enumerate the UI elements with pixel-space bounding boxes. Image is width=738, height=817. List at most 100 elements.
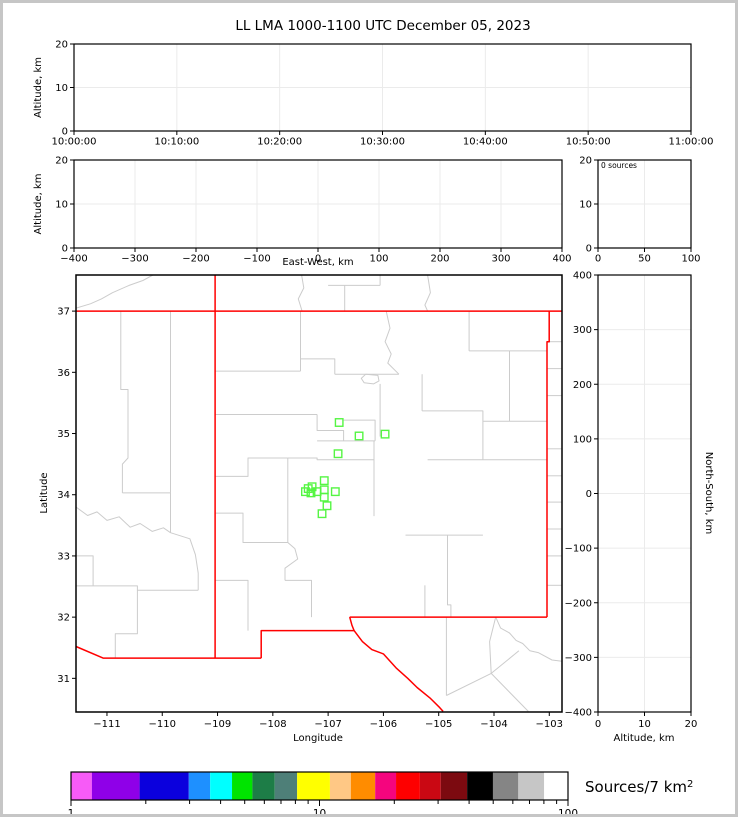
ns-height-ylabel: North-South, km xyxy=(703,452,714,535)
x-tick-label: 0 xyxy=(315,254,321,265)
colorbar-segment xyxy=(91,772,140,800)
y-tick-label: 36 xyxy=(57,368,70,379)
x-tick-label: 10 xyxy=(638,719,651,730)
county-border-line xyxy=(384,310,400,375)
lma-source-marker xyxy=(317,509,327,519)
county-border-line xyxy=(495,616,562,662)
colorbar-segment xyxy=(375,772,397,800)
lma-source-marker xyxy=(303,484,313,494)
colorbar-segment xyxy=(252,772,275,800)
y-tick-label: 0 xyxy=(586,489,592,500)
y-tick-label: 20 xyxy=(55,156,68,167)
y-tick-label: 0 xyxy=(62,127,68,138)
y-tick-label: 400 xyxy=(573,271,592,282)
colorbar-tick-label: 100 xyxy=(558,808,578,817)
y-tick-label: 33 xyxy=(57,551,70,562)
lma-source-marker xyxy=(330,487,340,497)
gridlines-layer xyxy=(74,44,691,712)
map-panel-box xyxy=(75,274,563,713)
x-tick-label: −200 xyxy=(182,254,209,265)
ew-height-panel-box xyxy=(73,159,563,249)
lma-source-marker xyxy=(319,485,329,495)
time-height-panel-box xyxy=(73,43,692,132)
x-tick-label: 10:40:00 xyxy=(463,137,508,148)
state-border-line xyxy=(348,616,355,631)
county-border-line xyxy=(343,419,376,441)
county-border-line xyxy=(215,579,249,631)
county-border-line xyxy=(447,535,452,618)
lma-source-marker xyxy=(333,449,343,459)
x-tick-label: 400 xyxy=(552,254,571,265)
map-layer xyxy=(76,275,562,712)
county-border-line xyxy=(489,616,497,674)
y-tick-label: 100 xyxy=(573,434,592,445)
county-border-line xyxy=(215,512,288,543)
county-border-line xyxy=(287,457,374,461)
colorbar-segment xyxy=(232,772,253,800)
x-tick-label: −108 xyxy=(259,719,286,730)
colorbar-segment xyxy=(544,772,568,800)
county-border-line xyxy=(76,585,199,591)
county-border-line xyxy=(490,650,520,674)
state-border-line xyxy=(546,311,550,618)
map-ylabel: Latitude xyxy=(39,472,50,513)
alt-hist-panel-box xyxy=(597,159,692,249)
y-tick-label: 200 xyxy=(573,380,592,391)
x-tick-label: −300 xyxy=(121,254,148,265)
county-border-line xyxy=(114,590,138,659)
map-xlabel: Longitude xyxy=(293,733,343,744)
y-tick-label: 0 xyxy=(62,244,68,255)
county-border-line xyxy=(360,373,380,385)
county-border-line xyxy=(424,275,431,312)
source-count-annotation: 0 sources xyxy=(601,161,637,170)
lma-source-marker xyxy=(322,501,332,511)
county-border-line xyxy=(170,532,199,591)
x-tick-label: 10:10:00 xyxy=(154,137,199,148)
colorbar-label-superscript: 2 xyxy=(687,779,693,790)
x-tick-label: −111 xyxy=(93,719,120,730)
state-border-line xyxy=(76,645,262,659)
y-tick-label: 34 xyxy=(57,490,70,501)
x-tick-label: −104 xyxy=(480,719,507,730)
colorbar-segment xyxy=(419,772,441,800)
x-tick-label: −106 xyxy=(370,719,397,730)
ns-height-xlabel: Altitude, km xyxy=(614,733,675,744)
x-tick-label: 10:50:00 xyxy=(566,137,611,148)
colorbar-segment xyxy=(492,772,519,800)
x-tick-label: 10:20:00 xyxy=(257,137,302,148)
x-tick-label: 100 xyxy=(369,254,388,265)
ew-height-xlabel: East-West, km xyxy=(282,257,353,268)
colorbar-segment xyxy=(329,772,351,800)
x-tick-label: −109 xyxy=(204,719,231,730)
county-border-line xyxy=(76,506,171,534)
county-border-line xyxy=(297,275,305,312)
colorbar-segment xyxy=(71,772,92,800)
y-tick-label: 10 xyxy=(579,200,592,211)
y-tick-label: −300 xyxy=(565,653,592,664)
y-tick-label: 32 xyxy=(57,613,70,624)
county-border-line xyxy=(446,672,492,696)
x-tick-label: 0 xyxy=(595,719,601,730)
county-border-line xyxy=(316,414,345,441)
county-border-line xyxy=(76,555,94,586)
plot-title: LL LMA 1000-1100 UTC December 05, 2023 xyxy=(235,18,530,34)
colorbar-segment xyxy=(139,772,189,800)
x-tick-label: 11:00:00 xyxy=(669,137,714,148)
colorbar-tick-label: 1 xyxy=(68,808,75,817)
lma-source-marker xyxy=(319,492,329,502)
county-border-line xyxy=(284,542,299,581)
x-tick-label: 50 xyxy=(638,254,651,265)
colorbar-segment xyxy=(297,772,330,800)
county-border-line xyxy=(215,457,288,477)
y-tick-label: 31 xyxy=(57,674,70,685)
y-tick-label: 0 xyxy=(586,244,592,255)
x-tick-label: −107 xyxy=(314,719,341,730)
x-tick-label: 10:00:00 xyxy=(52,137,97,148)
colorbar-segment xyxy=(518,772,545,800)
x-tick-label: −100 xyxy=(243,254,270,265)
time-height-ylabel: Altitude, km xyxy=(33,57,44,118)
colorbar: 1 10 100 xyxy=(68,771,578,817)
county-border-line xyxy=(422,410,548,422)
y-tick-label: −200 xyxy=(565,598,592,609)
